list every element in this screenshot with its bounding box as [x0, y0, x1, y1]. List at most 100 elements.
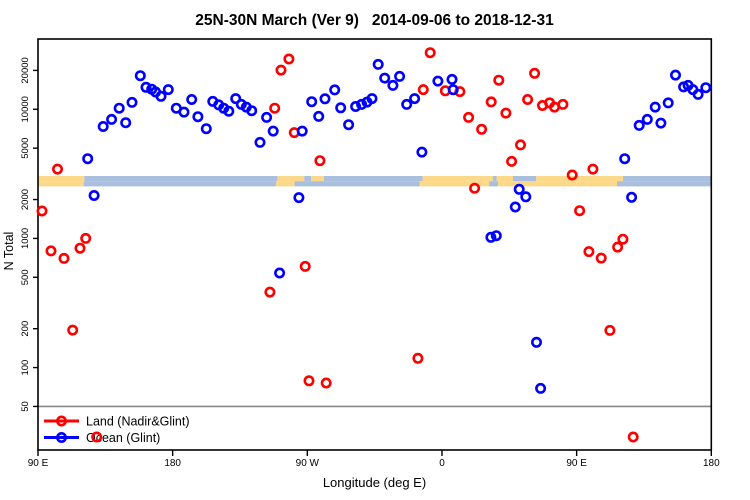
y-tick-label: 200 [20, 321, 31, 337]
x-tick-label: 90 W [296, 458, 320, 469]
data-point-land [314, 155, 326, 167]
data-point-ocean [293, 192, 305, 204]
data-point-ocean [329, 84, 341, 96]
legend-label: Land (Nadir&Glint) [86, 415, 190, 429]
data-point-ocean [162, 84, 174, 96]
x-tick-label: 90 E [28, 458, 49, 469]
x-tick-label: 180 [164, 458, 181, 469]
data-point-land [269, 102, 281, 114]
surface-band-land [38, 176, 85, 182]
data-point-ocean [230, 93, 242, 105]
data-point-ocean [509, 201, 521, 213]
data-point-ocean [379, 72, 391, 84]
data-point-ocean [246, 105, 258, 117]
surface-band-land [277, 176, 305, 182]
data-point-land [493, 74, 505, 86]
data-point-land [58, 252, 70, 264]
data-point-land [514, 139, 526, 151]
data-point-land [500, 107, 512, 119]
data-point-land [67, 324, 79, 336]
data-point-ocean [267, 125, 279, 137]
data-point-land [36, 205, 48, 217]
data-point-ocean [700, 82, 712, 94]
data-point-ocean [633, 119, 645, 131]
data-point-land [522, 94, 534, 106]
x-tick-label: 180 [703, 458, 720, 469]
data-point-ocean [669, 69, 681, 81]
data-point-ocean [432, 75, 444, 87]
data-point-land [583, 246, 595, 258]
surface-band-ocean [492, 176, 497, 182]
data-point-ocean [356, 98, 368, 110]
data-point-ocean [626, 191, 638, 203]
data-point-land [469, 182, 481, 194]
surface-band-ocean [83, 181, 276, 187]
data-point-ocean [692, 88, 704, 100]
surface-band-ocean [84, 176, 278, 182]
data-point-ocean [520, 191, 532, 203]
data-point-land [417, 84, 429, 96]
surface-band-land [496, 176, 514, 182]
data-point-ocean [126, 96, 138, 108]
data-point-ocean [447, 84, 459, 96]
y-tick-label: 20000 [20, 57, 31, 83]
data-point-ocean [113, 102, 125, 114]
legend-label: Ocean (Glint) [86, 431, 160, 445]
data-point-land [617, 233, 629, 245]
data-point-land [506, 155, 518, 167]
data-point-ocean [88, 190, 100, 202]
y-tick-label: 2000 [20, 189, 31, 210]
data-point-ocean [409, 93, 421, 105]
data-point-land [275, 64, 287, 76]
surface-band-land [419, 181, 490, 187]
surface-band-ocean [623, 176, 712, 182]
data-point-ocean [313, 110, 325, 122]
data-point-ocean [343, 119, 355, 131]
data-point-ocean [97, 121, 109, 133]
data-point-ocean [178, 106, 190, 118]
data-point-ocean [387, 79, 399, 91]
data-point-land [485, 96, 497, 108]
surface-band-land [422, 176, 493, 182]
data-point-ocean [306, 96, 318, 108]
data-point-land [91, 431, 103, 443]
data-point-land [566, 169, 578, 181]
data-point-ocean [296, 125, 308, 137]
data-point-ocean [254, 136, 266, 148]
data-point-land [476, 123, 488, 135]
chart-title: 25N-30N March (Ver 9) 2014-09-06 to 2018… [195, 12, 554, 29]
data-point-ocean [366, 93, 378, 105]
data-point-land [595, 252, 607, 264]
legend-marker [55, 415, 67, 427]
data-point-ocean [140, 81, 152, 93]
data-point-ocean [223, 105, 235, 117]
data-point-ocean [319, 93, 331, 105]
data-point-ocean [513, 183, 525, 195]
data-point-ocean [401, 98, 413, 110]
y-tick-label: 10000 [20, 96, 31, 122]
data-point-land [299, 260, 311, 272]
data-point-land [264, 286, 276, 298]
x-tick-label: 90 E [566, 458, 587, 469]
data-point-ocean [106, 113, 118, 125]
data-point-land [574, 205, 586, 217]
data-point-ocean [490, 230, 502, 242]
data-point-ocean [120, 117, 132, 129]
y-tick-label: 5000 [20, 138, 31, 159]
y-tick-label: 1000 [20, 228, 31, 249]
data-point-ocean [134, 70, 146, 82]
data-point-land [557, 98, 569, 110]
data-point-land [627, 431, 639, 443]
surface-band-ocean [294, 181, 420, 187]
data-point-land [612, 241, 624, 253]
y-axis-label: N Total [2, 231, 16, 271]
surface-band-ocean [489, 181, 499, 187]
legend-marker [55, 431, 67, 443]
data-point-ocean [192, 111, 204, 123]
data-point-land [45, 245, 57, 257]
data-point-ocean [649, 101, 661, 113]
data-point-ocean [274, 267, 286, 279]
y-tick-label: 100 [20, 360, 31, 376]
